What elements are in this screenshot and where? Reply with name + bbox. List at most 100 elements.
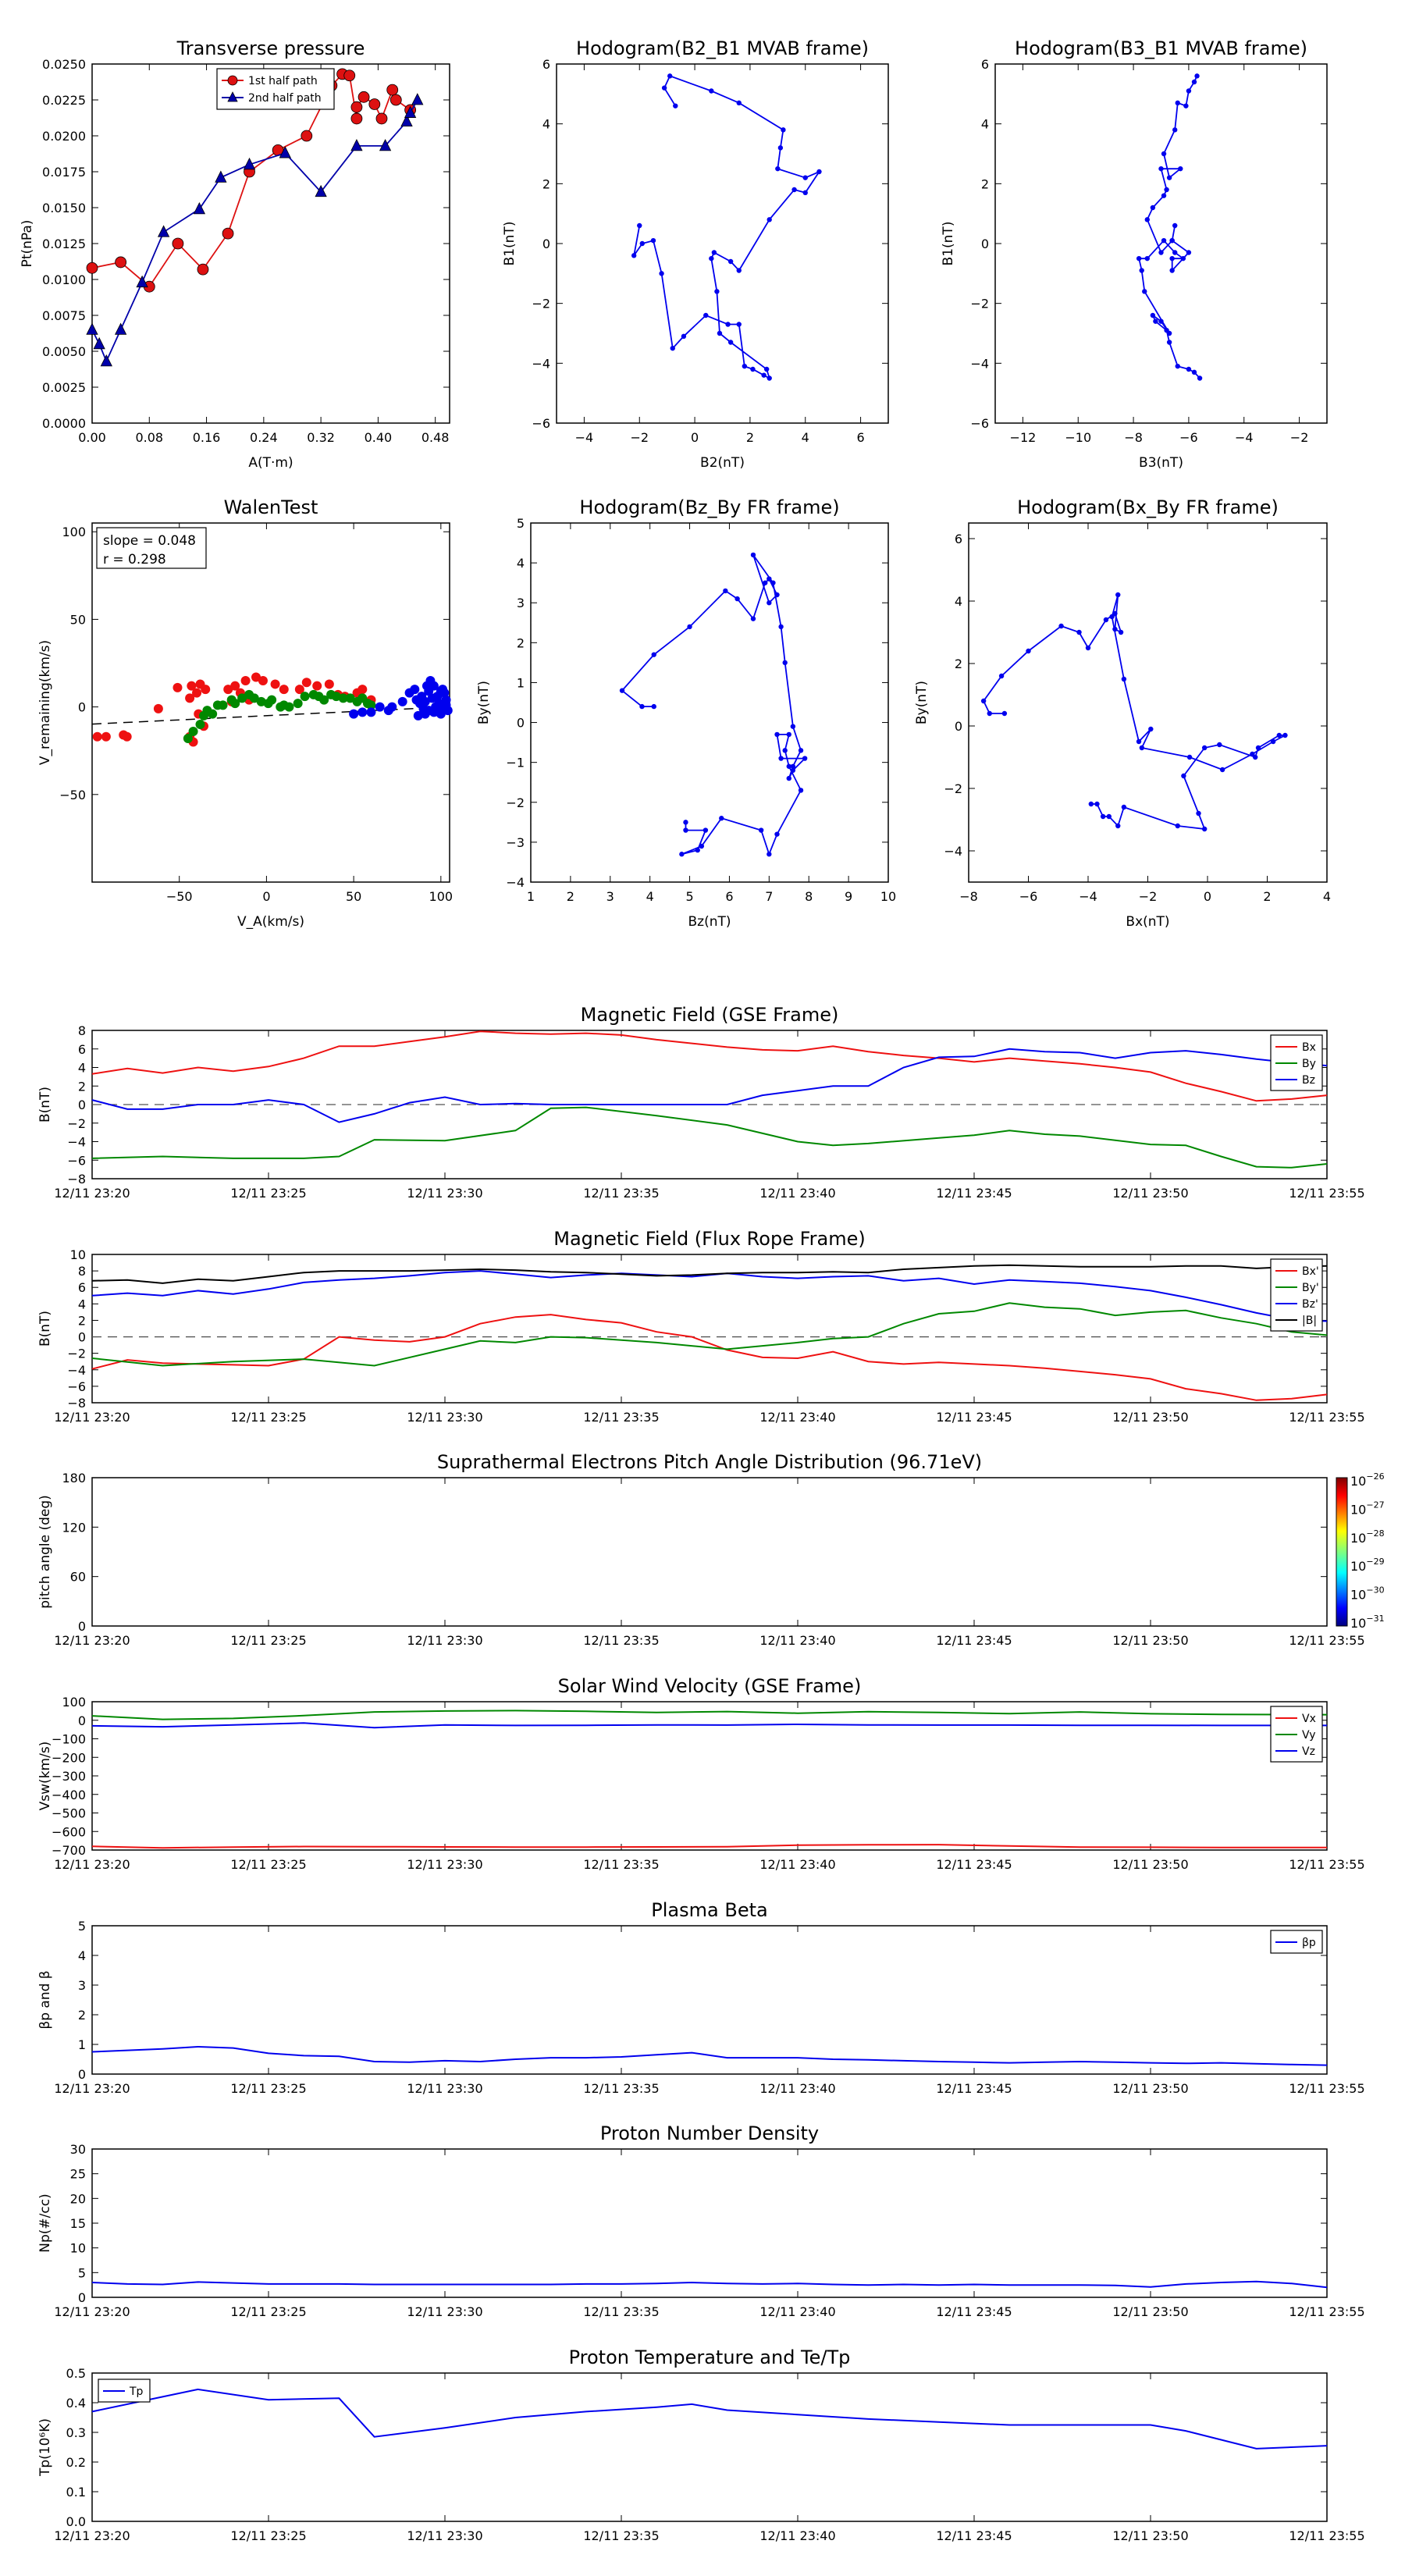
chart-title: Proton Number Density — [600, 2122, 819, 2144]
legend-label: Bx — [1302, 1041, 1316, 1054]
x-tick-label: −50 — [166, 889, 193, 904]
y-tick-label: −2 — [506, 795, 525, 810]
y-axis-label: pitch angle (deg) — [37, 1495, 53, 1609]
y-tick-label: −1 — [506, 756, 525, 770]
x-tick-label: 2 — [746, 430, 754, 445]
y-tick-label: 4 — [542, 117, 550, 132]
data-point — [100, 354, 112, 367]
data-point — [727, 340, 734, 345]
colorbar-tick-exp: −27 — [1366, 1500, 1384, 1510]
y-tick-label: −600 — [52, 1824, 86, 1839]
colorbar-tick-exp: −29 — [1366, 1557, 1384, 1567]
data-point — [357, 707, 368, 717]
data-point — [1103, 617, 1109, 623]
data-point — [651, 703, 656, 710]
y-tick-label: 180 — [62, 1471, 86, 1485]
data-point — [183, 734, 193, 743]
y-axis-label: Pt(nPa) — [20, 220, 35, 268]
data-point — [1144, 255, 1150, 262]
x-tick-label: −8 — [1124, 430, 1143, 445]
x-tick-label: 12/11 23:55 — [1289, 2081, 1364, 2096]
x-tick-label: 12/11 23:35 — [583, 2081, 659, 2096]
data-point — [639, 703, 645, 710]
data-point — [1194, 73, 1200, 79]
data-point — [267, 695, 277, 705]
y-tick-label: 10 — [70, 1247, 86, 1262]
y-tick-label: 25 — [70, 2167, 86, 2182]
colorbar-tick-exp: −26 — [1366, 1471, 1384, 1482]
y-tick-label: 0 — [78, 1098, 86, 1112]
plot-area — [91, 1254, 1328, 1404]
data-point — [411, 93, 424, 105]
series-line — [91, 1722, 1327, 1729]
data-point — [1150, 312, 1156, 318]
data-point — [670, 345, 675, 351]
y-axis-label: B1(nT) — [502, 222, 518, 266]
chart-title: Hodogram(Bz_By FR frame) — [579, 496, 839, 518]
y-tick-label: −4 — [944, 844, 962, 859]
data-point — [1118, 629, 1124, 635]
data-point — [1121, 676, 1127, 682]
data-point — [279, 146, 291, 158]
data-point — [1115, 592, 1121, 598]
series-0 — [91, 2045, 1328, 2066]
x-tick-label: 12/11 23:25 — [230, 1633, 306, 1648]
legend-label: |B| — [1302, 1315, 1317, 1327]
data-point — [1001, 710, 1008, 717]
data-point — [998, 673, 1005, 679]
x-tick-label: 12/11 23:45 — [936, 1410, 1012, 1425]
data-point — [1158, 318, 1164, 324]
y-tick-label: 5 — [78, 1919, 86, 1934]
chart-h21: Hodogram(B2_B1 MVAB frame) B2(nT) B1(nT) −4… — [502, 37, 889, 471]
data-point — [1026, 648, 1031, 654]
data-point — [92, 731, 102, 742]
legend-label: Tp — [129, 2386, 144, 2398]
x-tick-label: 12/11 23:40 — [759, 1410, 835, 1425]
data-point — [1158, 165, 1164, 172]
chart-vsw: Solar Wind Velocity (GSE Frame) Vsw(km/s)… — [37, 1675, 1365, 1872]
legend-marker — [227, 91, 238, 102]
series-0 — [1136, 73, 1203, 381]
data-point — [136, 275, 148, 288]
data-point — [786, 775, 791, 781]
x-tick-label: 0.00 — [78, 430, 106, 445]
x-tick-label: 2 — [567, 889, 574, 904]
x-tick-label: 12/11 23:30 — [407, 1410, 482, 1425]
chart-title: Hodogram(B2_B1 MVAB frame) — [576, 37, 869, 59]
data-point — [711, 250, 717, 255]
data-point — [208, 709, 218, 719]
data-point — [386, 84, 399, 96]
data-point — [192, 688, 202, 698]
y-tick-label: 0.0250 — [42, 57, 86, 72]
y-tick-label: −4 — [67, 1363, 86, 1378]
y-axis-label: B(nT) — [37, 1087, 53, 1123]
data-point — [294, 685, 304, 695]
data-point — [1121, 804, 1127, 810]
y-tick-label: −8 — [67, 1396, 86, 1411]
y-tick-label: 100 — [62, 1695, 86, 1710]
data-point — [750, 616, 756, 621]
y-tick-label: 6 — [981, 57, 989, 72]
annotation-text: r = 0.298 — [103, 552, 166, 568]
x-tick-label: 12/11 23:30 — [407, 2081, 482, 2096]
data-point — [197, 263, 209, 276]
data-point — [687, 624, 692, 630]
data-point — [1144, 217, 1150, 222]
x-axis-label: Bz(nT) — [688, 914, 731, 930]
x-tick-label: 12/11 23:45 — [936, 2528, 1012, 2543]
data-point — [115, 256, 127, 269]
data-point — [1255, 745, 1261, 751]
series-line — [91, 1844, 1327, 1849]
x-tick-label: 12/11 23:20 — [54, 2528, 130, 2543]
x-tick-label: 12/11 23:55 — [1289, 1410, 1364, 1425]
y-tick-label: 4 — [78, 1948, 86, 1963]
x-tick-label: 9 — [845, 889, 852, 904]
data-point — [1139, 745, 1145, 751]
x-tick-label: 4 — [1323, 889, 1331, 904]
x-tick-label: 12/11 23:35 — [583, 1186, 659, 1201]
annotation-box — [96, 527, 207, 569]
data-point — [1161, 151, 1167, 157]
series-line — [983, 594, 1286, 831]
data-point — [778, 624, 784, 630]
x-tick-label: 12/11 23:25 — [230, 2304, 306, 2319]
